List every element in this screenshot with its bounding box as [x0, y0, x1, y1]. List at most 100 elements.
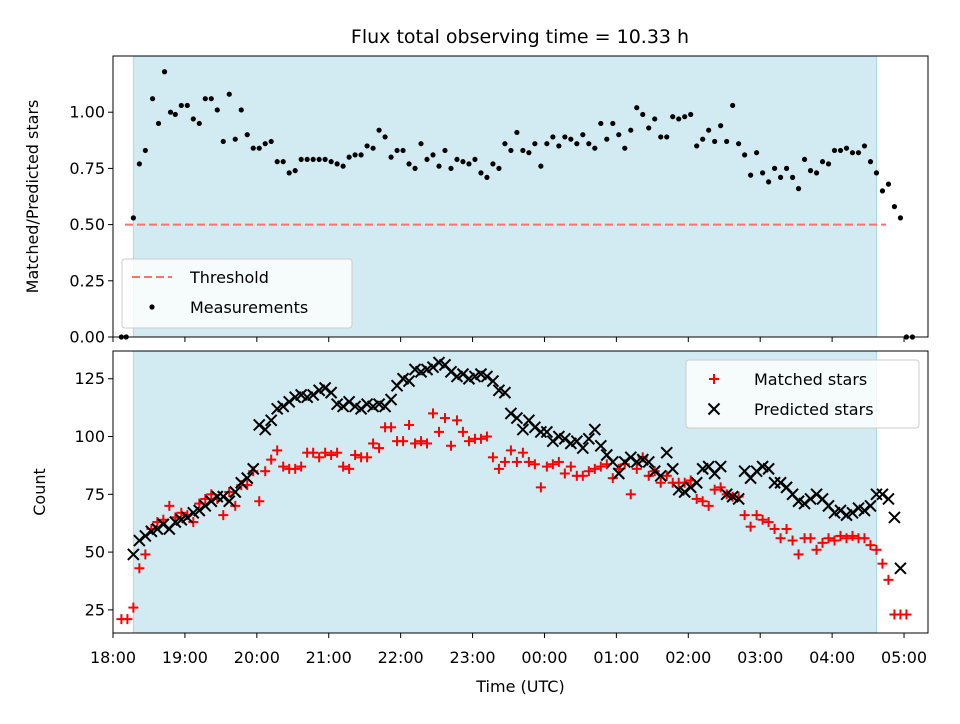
- matched-star-point: [386, 422, 397, 433]
- y-tick-label: 75: [85, 485, 105, 504]
- measurement-point: [352, 152, 358, 158]
- measurement-point: [526, 150, 532, 156]
- matched-star-point: [691, 493, 702, 504]
- matched-star-point: [410, 438, 421, 449]
- measurement-point: [706, 127, 712, 133]
- measurement-point: [250, 145, 256, 151]
- measurement-point: [340, 163, 346, 169]
- measurement-point: [789, 174, 796, 180]
- measurement-point: [382, 134, 388, 140]
- measurement-point: [652, 116, 658, 122]
- ratio-panel: 0.00 0.25 0.50 0.75 1.00 Matched/Predicted s…: [23, 55, 929, 347]
- count-plot-area: [116, 356, 912, 625]
- matched-star-point: [625, 489, 636, 500]
- matched-star-point: [553, 456, 564, 467]
- matched-star-point: [541, 461, 552, 472]
- matched-star-point: [529, 459, 540, 470]
- predicted-star-point: [223, 495, 236, 508]
- measurement-point: [436, 163, 442, 169]
- predicted-star-point: [241, 471, 254, 485]
- measurement-point: [592, 145, 598, 151]
- measurement-point: [508, 147, 514, 154]
- measurement-point: [724, 138, 730, 145]
- matched-star-point: [422, 438, 433, 449]
- measurement-point: [161, 69, 168, 75]
- matched-star-point: [254, 496, 265, 507]
- measurement-point: [610, 120, 616, 127]
- x-tick-label: 21:00: [306, 648, 352, 667]
- measurement-point: [167, 109, 174, 115]
- matched-star-point: [326, 450, 337, 461]
- ratio-legend: Threshold Measurements: [121, 258, 353, 329]
- measurement-point: [861, 143, 868, 149]
- measurement-point: [418, 141, 424, 147]
- measurement-point: [424, 156, 430, 163]
- x-tick-label: 18:00: [90, 648, 136, 667]
- measurement-point: [736, 141, 742, 147]
- measurement-point: [532, 141, 538, 147]
- measurement-point: [484, 174, 490, 180]
- predicted-star-point: [259, 423, 272, 436]
- ratio-plot-area: [118, 69, 916, 340]
- predicted-star-point: [888, 511, 901, 524]
- matched-star-point: [134, 563, 145, 574]
- x-tick-label: 22:00: [378, 648, 424, 667]
- matched-star-point: [272, 445, 283, 456]
- matched-star-point: [631, 463, 642, 474]
- matched-star-point: [320, 447, 331, 458]
- matched-star-point: [445, 440, 456, 451]
- count-panel: 25 50 75 100 125 18:00 19:00 20:00 21:00 22:00 23…: [30, 350, 929, 696]
- matched-star-point: [434, 426, 444, 437]
- matched-star-point: [811, 544, 822, 555]
- matched-star-point: [398, 436, 409, 447]
- matched-star-point: [745, 521, 756, 532]
- measurement-point: [718, 123, 724, 129]
- matched-star-point: [793, 549, 804, 560]
- predicted-star-point: [864, 499, 877, 513]
- measurement-point: [142, 147, 148, 154]
- legend-matched-swatch: [709, 374, 719, 384]
- measurement-point: [310, 156, 316, 163]
- measurement-point: [538, 163, 544, 169]
- measurement-point: [676, 116, 682, 122]
- measurement-point: [801, 156, 808, 163]
- measurement-point: [891, 204, 898, 210]
- measurement-point: [136, 161, 142, 167]
- measurement-point: [178, 102, 184, 109]
- measurement-point: [664, 134, 670, 140]
- measurement-point: [454, 156, 460, 163]
- matched-star-point: [362, 452, 373, 463]
- matched-star-point: [835, 530, 846, 541]
- measurement-point: [172, 111, 178, 118]
- predicted-star-point: [588, 423, 602, 436]
- measurement-point: [562, 134, 568, 140]
- matched-star-point: [871, 544, 882, 555]
- x-tick-label: 04:00: [809, 648, 855, 667]
- measurement-point: [682, 114, 688, 120]
- measurement-point: [292, 168, 298, 174]
- x-tick-label: 01:00: [593, 648, 639, 667]
- predicted-star-point: [666, 462, 679, 476]
- measurement-point: [777, 174, 784, 180]
- measurement-point: [568, 136, 574, 142]
- count-x-axis: 18:00 19:00 20:00 21:00 22:00 23:00 00:00 01:00…: [90, 633, 927, 667]
- predicted-star-point: [894, 562, 907, 575]
- measurement-point: [544, 141, 550, 147]
- legend-measurements-swatch: [149, 304, 155, 310]
- measurement-point: [550, 134, 556, 140]
- measurement-point: [807, 168, 814, 174]
- matched-star-point: [763, 517, 774, 528]
- measurement-point: [322, 156, 328, 163]
- predicted-star-point: [486, 374, 500, 388]
- measurement-point: [220, 138, 226, 145]
- predicted-star-point: [642, 455, 655, 469]
- matched-star-point: [535, 482, 546, 493]
- measurement-point: [478, 170, 484, 176]
- matched-star-point: [475, 433, 486, 444]
- measurement-point: [813, 170, 820, 176]
- measurement-point: [586, 141, 592, 147]
- measurement-point: [155, 120, 162, 127]
- measurement-point: [885, 181, 892, 187]
- measurement-point: [640, 111, 646, 118]
